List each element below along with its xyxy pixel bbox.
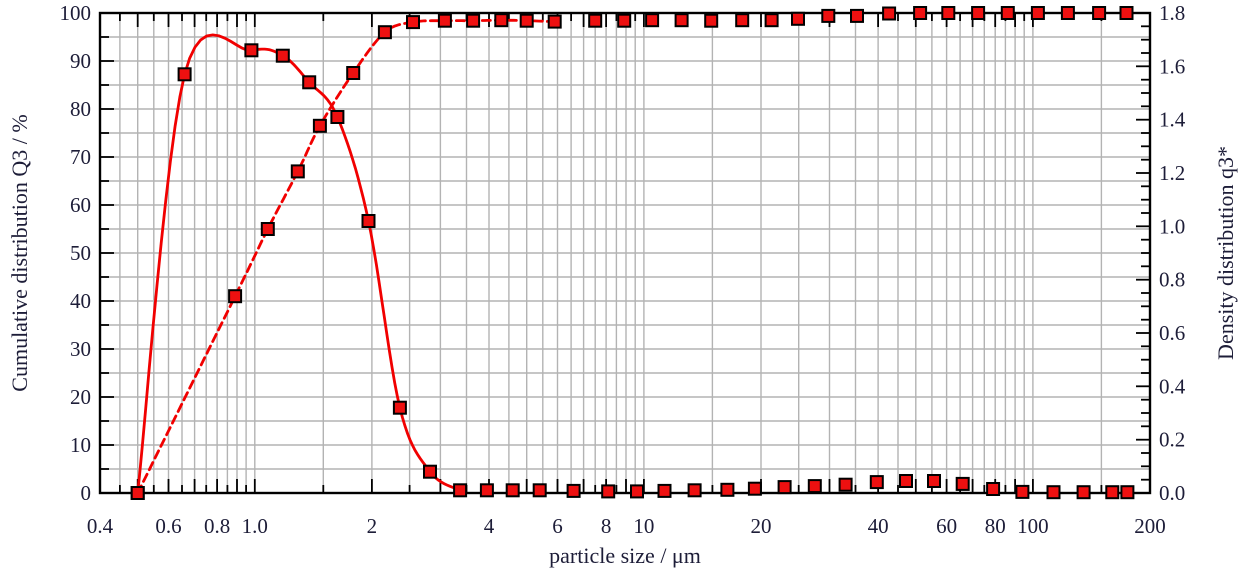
svg-text:20: 20: [751, 514, 772, 538]
svg-text:1.6: 1.6: [1159, 54, 1185, 78]
svg-text:100: 100: [1017, 514, 1049, 538]
svg-text:0.2: 0.2: [1159, 428, 1185, 452]
svg-text:1.0: 1.0: [242, 514, 268, 538]
y-left-tick-labels: 0 10 20 30 40 50 60 70 80 90 100: [60, 1, 92, 505]
svg-text:80: 80: [985, 514, 1006, 538]
svg-text:10: 10: [70, 433, 91, 457]
svg-text:30: 30: [70, 337, 91, 361]
svg-text:70: 70: [70, 145, 91, 169]
svg-text:0.4: 0.4: [87, 514, 114, 538]
svg-text:40: 40: [868, 514, 889, 538]
density-axis-title: Density distribution q3*: [1213, 146, 1238, 360]
svg-text:8: 8: [601, 514, 612, 538]
svg-text:0.4: 0.4: [1159, 374, 1186, 398]
svg-text:60: 60: [70, 193, 91, 217]
svg-text:6: 6: [552, 514, 563, 538]
svg-text:60: 60: [936, 514, 957, 538]
svg-text:0: 0: [81, 481, 92, 505]
cumulative-axis-title: Cumulative distribution Q3 / %: [7, 114, 32, 392]
y-right-tick-labels: 0.0 0.2 0.4 0.6 0.8 1.0 1.2 1.4 1.6 1.8: [1159, 1, 1186, 505]
series-markers-cumulative: [130, 6, 1134, 500]
svg-text:0.8: 0.8: [1159, 268, 1185, 292]
gridlines: [100, 13, 1150, 493]
svg-text:200: 200: [1134, 514, 1166, 538]
x-tick-labels: 0.4 0.6 0.8 1.0 2 4 6 8 10 20 40 60 80 100 200: [87, 514, 1166, 538]
svg-text:20: 20: [70, 385, 91, 409]
svg-text:0.6: 0.6: [1159, 321, 1185, 345]
series-line-density: [136, 33, 462, 493]
svg-text:40: 40: [70, 289, 91, 313]
series-line-cumulative: [136, 18, 557, 493]
svg-text:1.0: 1.0: [1159, 214, 1185, 238]
svg-text:2: 2: [367, 514, 378, 538]
svg-text:1.8: 1.8: [1159, 1, 1185, 25]
svg-text:80: 80: [70, 97, 91, 121]
svg-text:1.4: 1.4: [1159, 108, 1186, 132]
svg-text:10: 10: [633, 514, 654, 538]
series-markers-density: [130, 43, 1135, 500]
svg-text:1.2: 1.2: [1159, 161, 1185, 185]
svg-text:0.8: 0.8: [204, 514, 230, 538]
svg-text:0.6: 0.6: [155, 514, 181, 538]
svg-text:4: 4: [484, 514, 495, 538]
svg-text:100: 100: [60, 1, 92, 25]
svg-text:0.0: 0.0: [1159, 481, 1185, 505]
plot-border: [98, 11, 1152, 495]
x-axis-title: particle size / μm: [549, 543, 701, 568]
svg-text:90: 90: [70, 49, 91, 73]
svg-text:50: 50: [70, 241, 91, 265]
